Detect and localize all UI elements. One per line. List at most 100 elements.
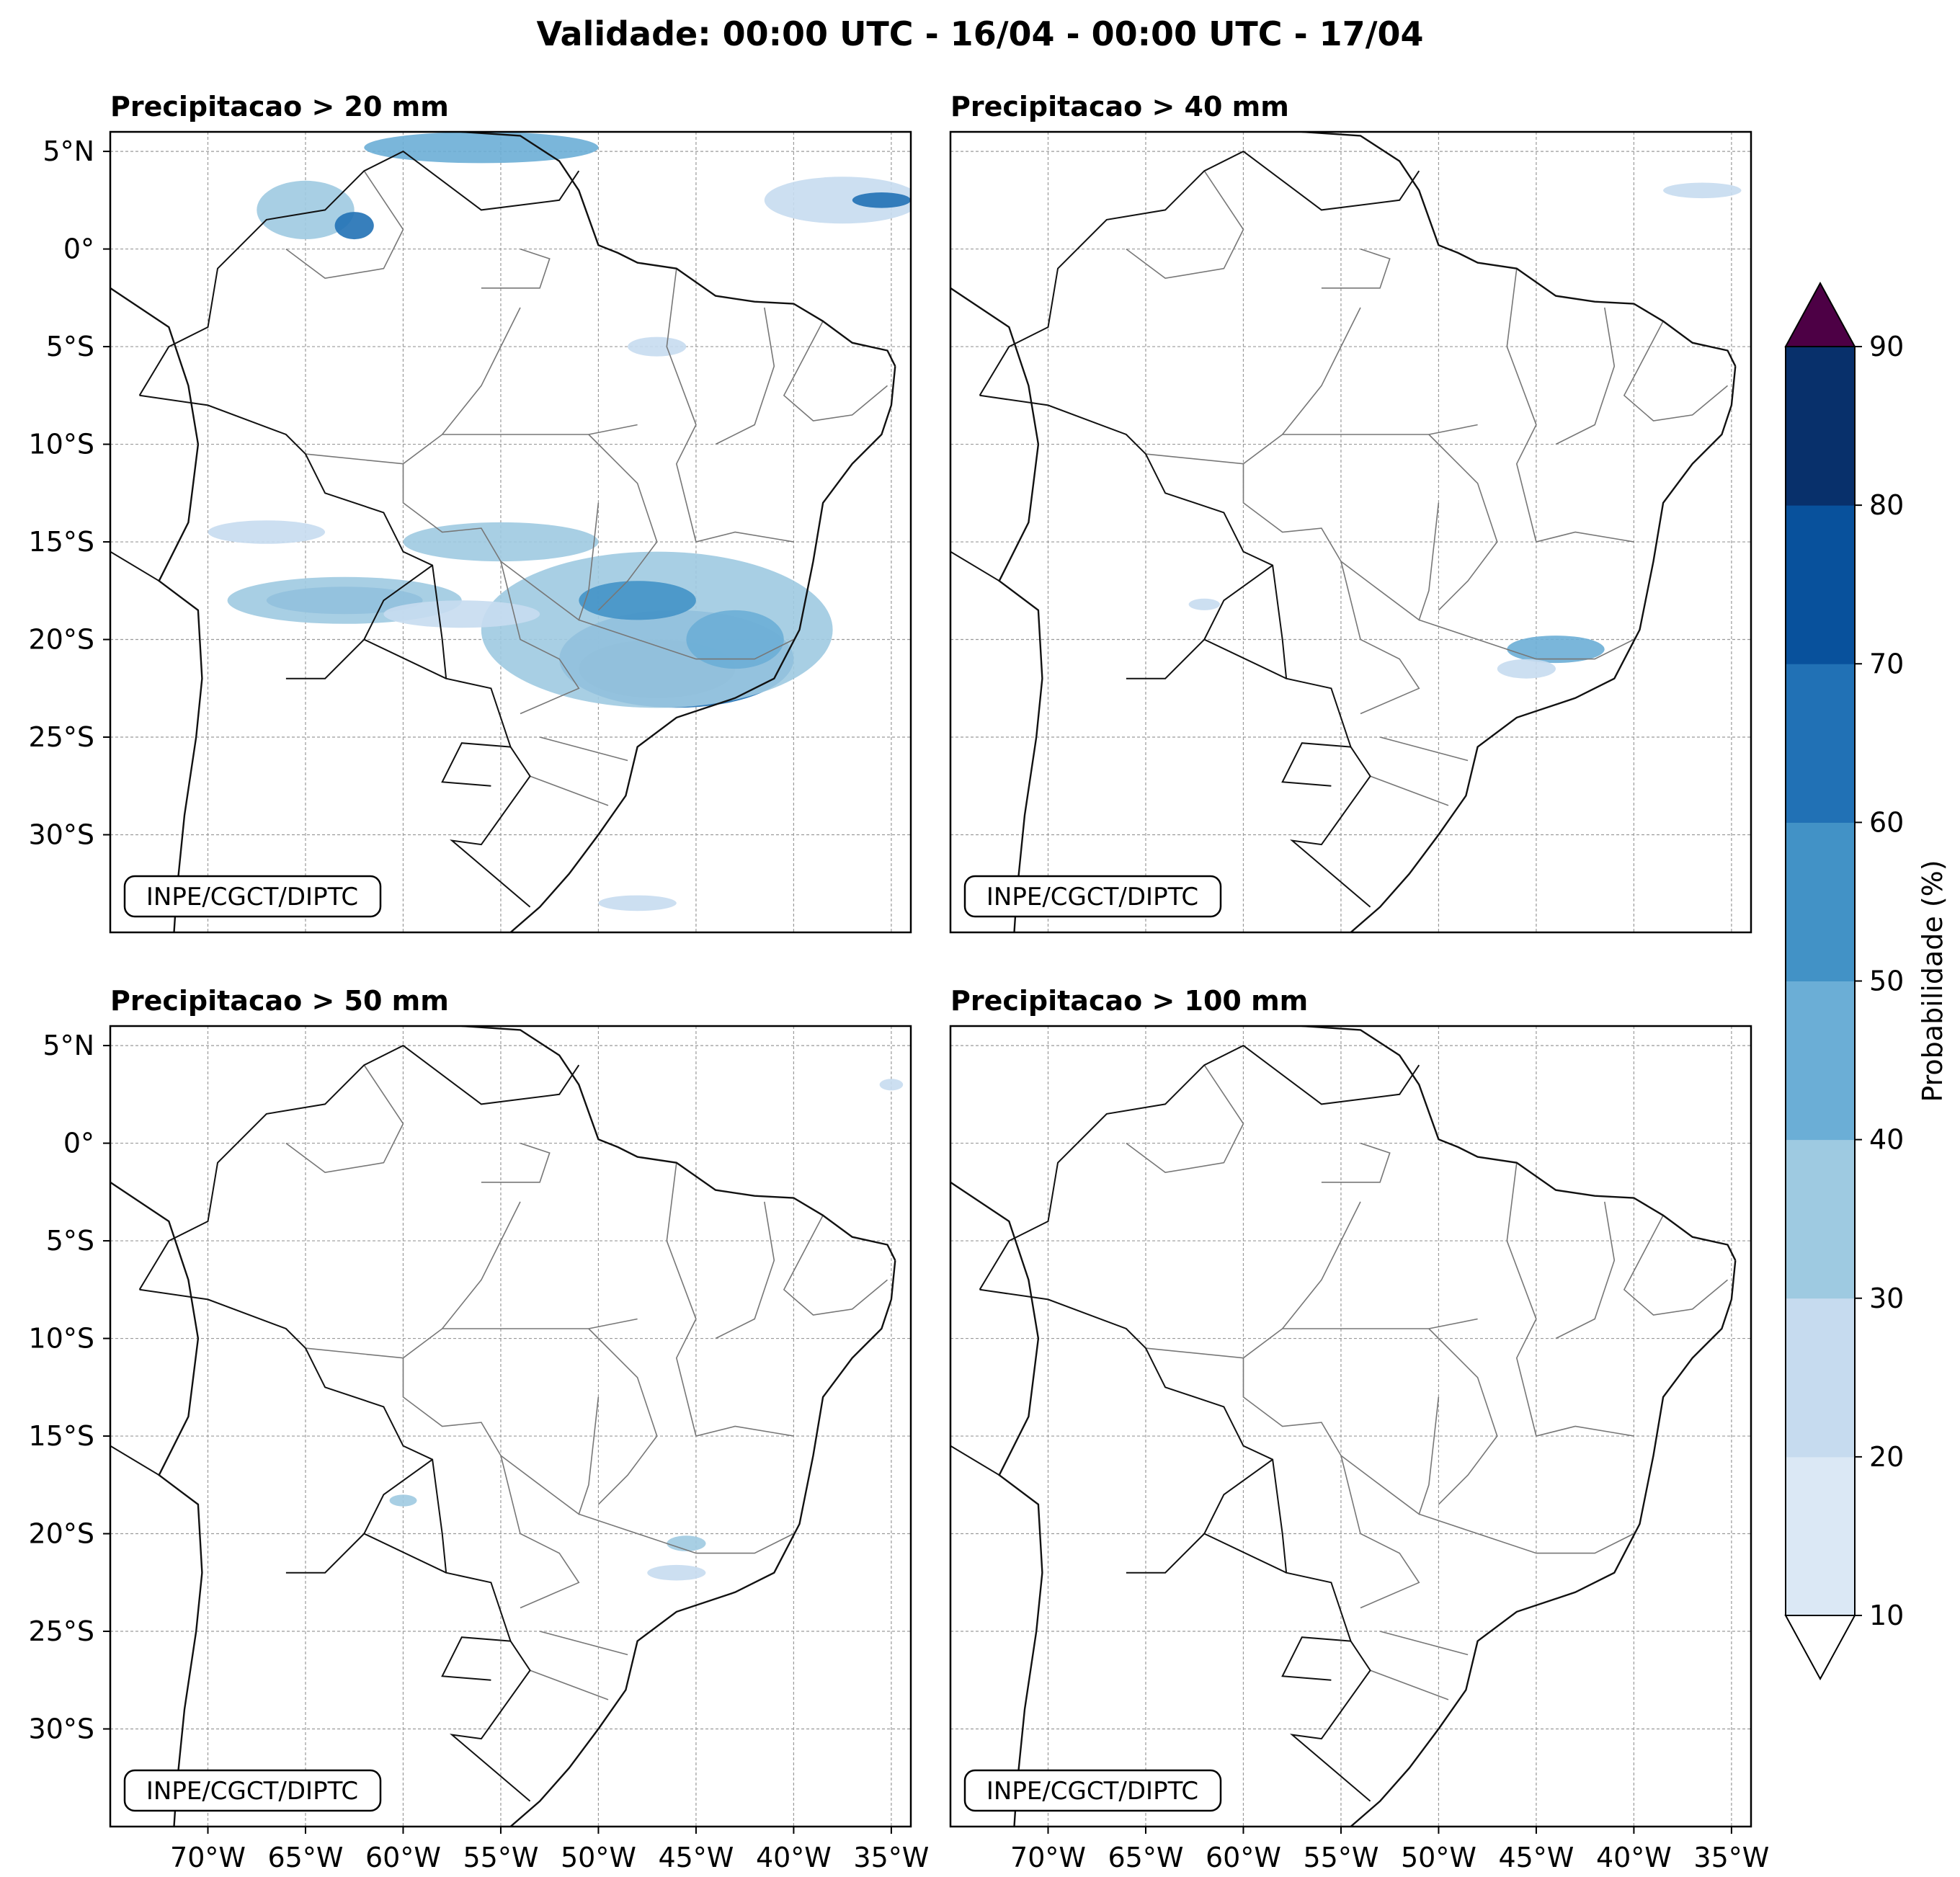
map-frame — [949, 1025, 1752, 1828]
credit-label: INPE/CGCT/DIPTC — [146, 1777, 358, 1806]
lat-tick-label: 15°S — [29, 1420, 94, 1452]
map-frame — [109, 130, 912, 934]
state-border — [285, 1064, 404, 1174]
panel-title: Precipitacao > 20 mm — [110, 91, 449, 122]
state-border — [715, 307, 775, 445]
probability-patch — [852, 192, 911, 208]
country-border — [363, 638, 447, 679]
lat-tick-label: 5°N — [43, 1030, 94, 1061]
country-border — [979, 1288, 1371, 1802]
probability-patch — [1507, 636, 1605, 664]
probability-patch — [208, 520, 326, 544]
probability-patch — [403, 522, 599, 562]
country-border — [441, 742, 511, 787]
lon-tick-label: 40°W — [1596, 1842, 1672, 1873]
state-border — [481, 1142, 551, 1183]
colorbar-tick-label: 20 — [1869, 1441, 1904, 1473]
state-border — [1126, 170, 1244, 280]
lon-tick-label: 50°W — [1401, 1842, 1476, 1873]
colorbar-tick-label: 80 — [1869, 489, 1904, 521]
lat-tick-label: 0° — [63, 233, 94, 265]
state-border — [539, 736, 628, 762]
colorbar-over-arrow — [1784, 281, 1856, 347]
lon-tick-label: 55°W — [463, 1842, 538, 1873]
credit-label: INPE/CGCT/DIPTC — [986, 883, 1198, 911]
state-border — [1145, 424, 1478, 465]
map-panel-4: Precipitacao > 100 mm INPE/CGCT/DIPTC 70°W… — [949, 985, 1769, 1873]
lat-tick-label: 30°S — [29, 819, 94, 851]
state-border — [1623, 1215, 1729, 1316]
state-border — [1623, 321, 1729, 422]
state-border — [500, 1455, 580, 1609]
state-border — [1428, 434, 1498, 611]
lon-tick-label: 60°W — [365, 1842, 441, 1873]
country-border — [139, 1288, 531, 1802]
colorbar-under-arrow — [1784, 1615, 1856, 1681]
map-background — [950, 1026, 1751, 1827]
colorbar-tick-label: 30 — [1869, 1283, 1904, 1314]
state-border — [539, 1631, 628, 1656]
colorbar-segment — [1786, 1298, 1855, 1458]
probability-patch — [389, 1494, 417, 1507]
lat-tick-label: 5°N — [43, 135, 94, 167]
panel-title: Precipitacao > 100 mm — [950, 985, 1308, 1017]
state-border — [1419, 619, 1634, 660]
state-border — [442, 1201, 521, 1329]
colorbar-segment — [1786, 1139, 1855, 1299]
lat-tick-label: 25°S — [29, 721, 94, 753]
state-border — [1506, 268, 1634, 543]
state-border — [1370, 1669, 1449, 1700]
lon-tick-label: 35°W — [853, 1842, 929, 1873]
probability-patch — [686, 610, 784, 669]
country-border — [979, 1044, 1420, 1290]
lon-tick-label: 70°W — [1010, 1842, 1086, 1873]
state-border — [783, 321, 888, 422]
coastline — [460, 132, 896, 367]
lat-tick-label: 25°S — [29, 1615, 94, 1647]
colorbar-tick-label: 40 — [1869, 1124, 1904, 1156]
lat-tick-label: 10°S — [29, 429, 94, 460]
country-border — [950, 1445, 1000, 1476]
panel-title: Precipitacao > 50 mm — [110, 985, 449, 1017]
country-border — [363, 1533, 447, 1574]
probability-patch — [598, 895, 677, 911]
colorbar-label: Probabilidade (%) — [1917, 860, 1948, 1102]
state-border — [715, 1201, 775, 1339]
probability-patch — [879, 1079, 904, 1091]
state-border — [1379, 736, 1469, 762]
colorbar: 10 20 30 40 50 60 70 80 90 Probabilidade (%) — [1784, 281, 1948, 1681]
state-border — [1321, 248, 1391, 289]
lon-tick-label: 65°W — [268, 1842, 344, 1873]
state-border — [1379, 1631, 1469, 1656]
state-border — [666, 1162, 794, 1437]
map-panel-2: Precipitacao > 40 mm INPE/CGCT/DIPTC — [949, 91, 1752, 934]
state-border — [530, 1669, 609, 1700]
country-border — [441, 1636, 511, 1681]
lon-tick-label: 60°W — [1206, 1842, 1281, 1873]
coastline — [1300, 132, 1737, 367]
state-border — [1321, 1142, 1391, 1183]
colorbar-tick-label: 60 — [1869, 806, 1904, 838]
state-border — [588, 434, 658, 611]
coastline — [1300, 1026, 1737, 1261]
probability-patch — [1497, 659, 1556, 679]
lat-tick-label: 5°S — [46, 331, 94, 362]
credit-label: INPE/CGCT/DIPTC — [986, 1777, 1198, 1806]
country-border — [1281, 742, 1351, 787]
probability-patch — [579, 581, 696, 620]
lon-tick-label: 40°W — [756, 1842, 832, 1873]
state-border — [1555, 307, 1616, 445]
probability-patch — [334, 212, 374, 240]
lon-tick-label: 45°W — [1498, 1842, 1574, 1873]
probability-patch — [257, 180, 355, 239]
country-border — [979, 394, 1371, 908]
colorbar-segment — [1786, 1456, 1855, 1616]
colorbar-tick-label: 90 — [1869, 331, 1904, 362]
country-border — [110, 550, 160, 582]
probability-patch — [481, 551, 833, 708]
colorbar-tick-label: 50 — [1869, 966, 1904, 997]
coastline — [110, 287, 203, 932]
map-frame — [949, 130, 1752, 934]
state-border — [1419, 1513, 1634, 1554]
lon-tick-label: 55°W — [1303, 1842, 1378, 1873]
